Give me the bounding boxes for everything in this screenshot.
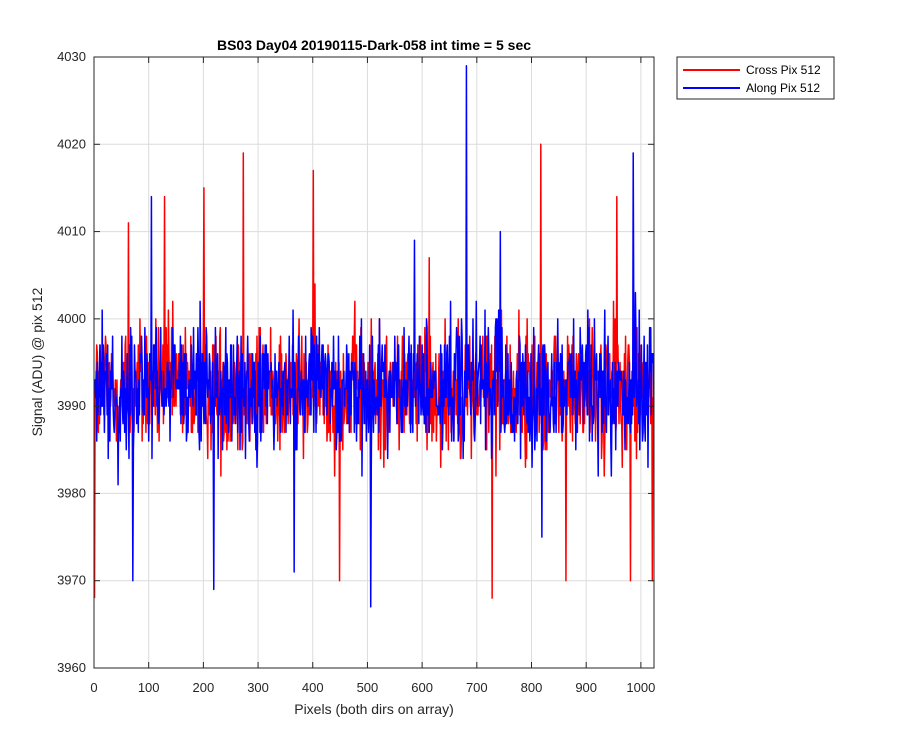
x-tick-label: 700 <box>466 680 488 695</box>
x-tick-label: 300 <box>247 680 269 695</box>
y-tick-label: 3980 <box>57 485 86 500</box>
x-tick-label: 400 <box>302 680 324 695</box>
y-tick-label: 4010 <box>57 224 86 239</box>
legend-label-cross-pix-512: Cross Pix 512 <box>746 63 821 77</box>
x-tick-label: 600 <box>411 680 433 695</box>
y-tick-label: 3960 <box>57 660 86 675</box>
x-tick-label: 500 <box>357 680 379 695</box>
x-tick-labels: 0 100 200 300 400 500 600 700 800 900 1000 <box>90 680 655 695</box>
chart-title: BS03 Day04 20190115-Dark-058 int time = … <box>217 37 531 53</box>
x-tick-label: 800 <box>521 680 543 695</box>
legend-label-along-pix-512: Along Pix 512 <box>746 81 820 95</box>
axes-box <box>93 56 655 669</box>
y-tick-label: 4000 <box>57 311 86 326</box>
x-tick-label: 1000 <box>626 680 655 695</box>
x-tick-label: 100 <box>138 680 160 695</box>
y-tick-label: 3970 <box>57 573 86 588</box>
y-axis-label: Signal (ADU) @ pix 512 <box>29 287 45 436</box>
y-tick-label: 4020 <box>57 136 86 151</box>
series-line-along-pix-512 <box>94 64 654 608</box>
x-tick-label: 200 <box>193 680 215 695</box>
x-tick-label: 900 <box>575 680 597 695</box>
y-tick-label: 4030 <box>57 49 86 64</box>
x-tick-label: 0 <box>90 680 97 695</box>
y-tick-labels: 3960 3970 3980 3990 4000 4010 4020 4030 <box>57 49 86 675</box>
plot-clip-region <box>94 64 654 608</box>
y-tick-label: 3990 <box>57 398 86 413</box>
x-axis-label: Pixels (both dirs on array) <box>294 701 454 717</box>
legend: Cross Pix 512 Along Pix 512 <box>676 56 835 100</box>
legend-box <box>676 56 835 100</box>
